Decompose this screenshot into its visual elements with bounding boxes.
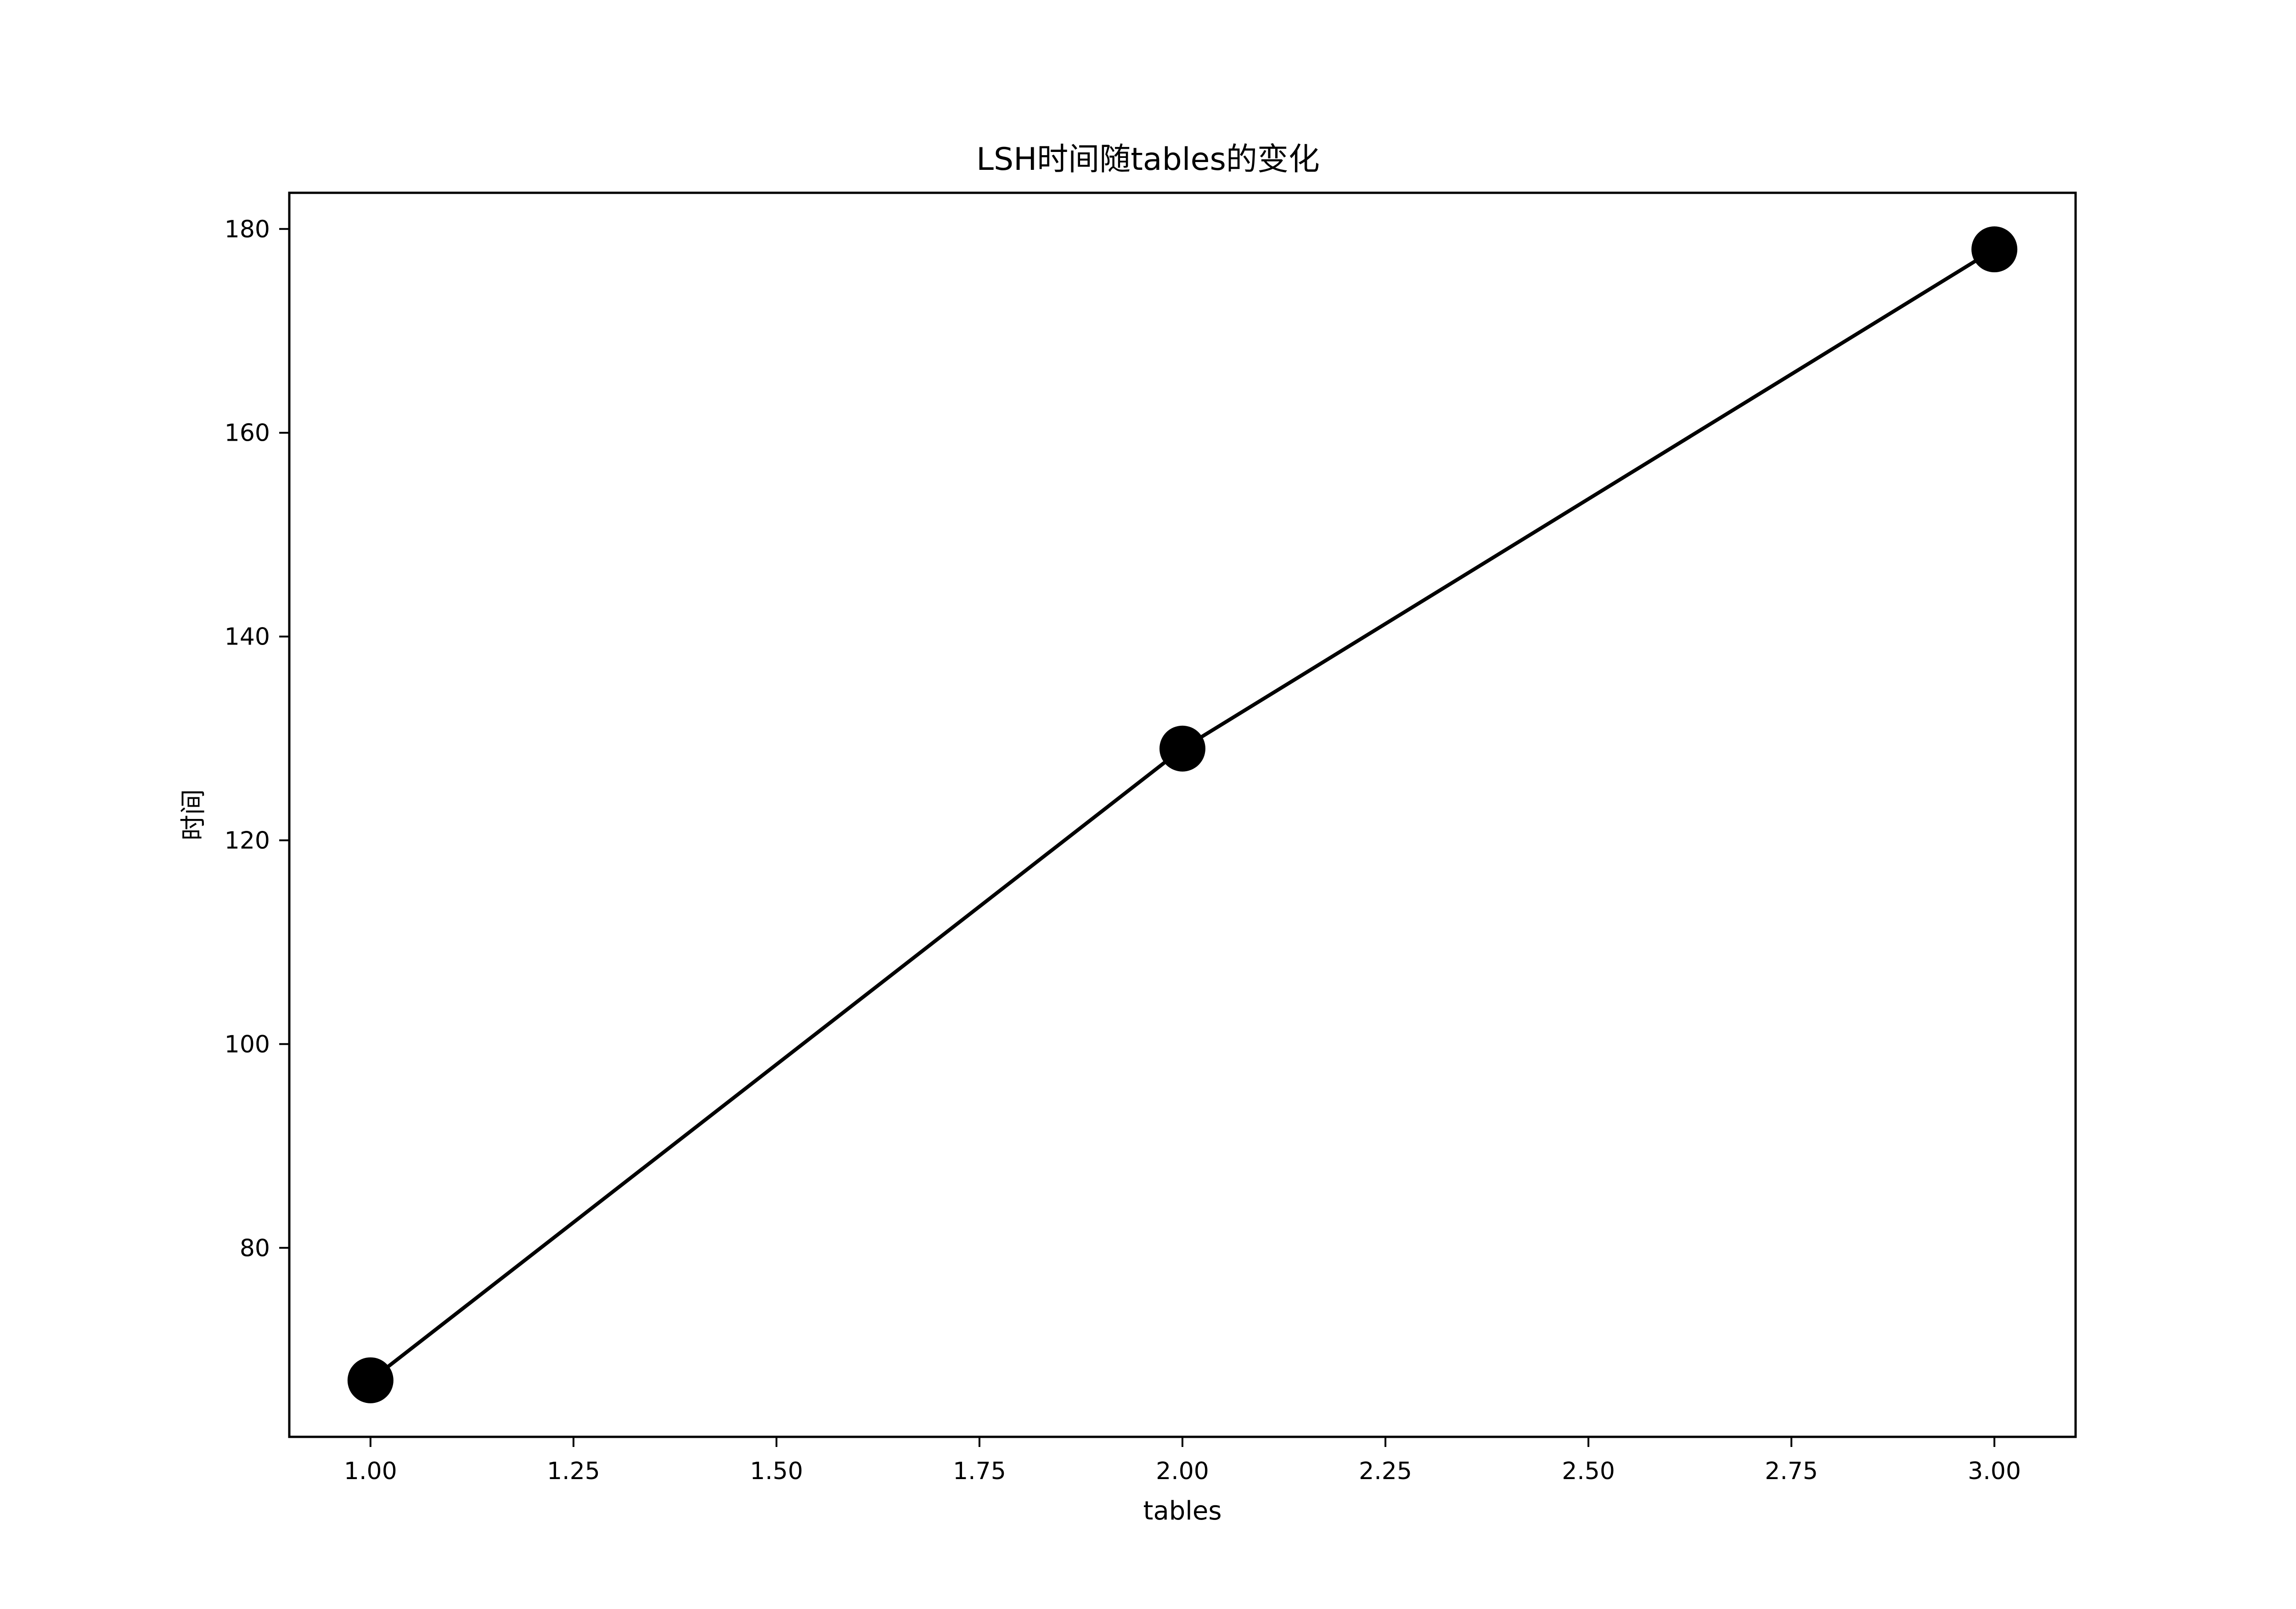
- data-point-marker: [347, 1357, 394, 1403]
- x-tick-label: 1.50: [750, 1458, 803, 1485]
- data-point-marker: [1159, 725, 1205, 772]
- x-axis-label: tables: [1143, 1496, 1221, 1526]
- x-tick-label: 2.75: [1765, 1458, 1818, 1485]
- y-tick-label: 160: [225, 420, 270, 447]
- x-axis-ticks: 1.00 1.25 1.50 1.75 2.00 2.25 2.50 2.75 3.00: [344, 1437, 2021, 1485]
- x-tick-label: 2.25: [1359, 1458, 1412, 1485]
- y-tick-label: 120: [225, 827, 270, 854]
- x-tick-label: 1.00: [344, 1458, 397, 1485]
- x-tick-label: 2.00: [1156, 1458, 1209, 1485]
- x-tick-label: 1.75: [953, 1458, 1006, 1485]
- x-tick-label: 1.25: [547, 1458, 600, 1485]
- plot-area-frame: [288, 191, 2077, 1438]
- y-axis-label: 时间: [179, 789, 208, 841]
- series-line: [369, 247, 1996, 1382]
- y-tick-label: 180: [225, 216, 270, 243]
- y-tick-label: 100: [225, 1031, 270, 1058]
- y-tick-label: 80: [240, 1234, 270, 1262]
- data-point-marker: [1971, 226, 2018, 273]
- x-tick-label: 2.50: [1562, 1458, 1615, 1485]
- y-tick-label: 140: [225, 623, 270, 651]
- y-axis-ticks: 80 100 120 140 160 180: [225, 216, 289, 1262]
- x-tick-label: 3.00: [1968, 1458, 2021, 1485]
- series-layer: [347, 226, 2018, 1403]
- chart-title: LSH时间随tables的变化: [976, 141, 1320, 178]
